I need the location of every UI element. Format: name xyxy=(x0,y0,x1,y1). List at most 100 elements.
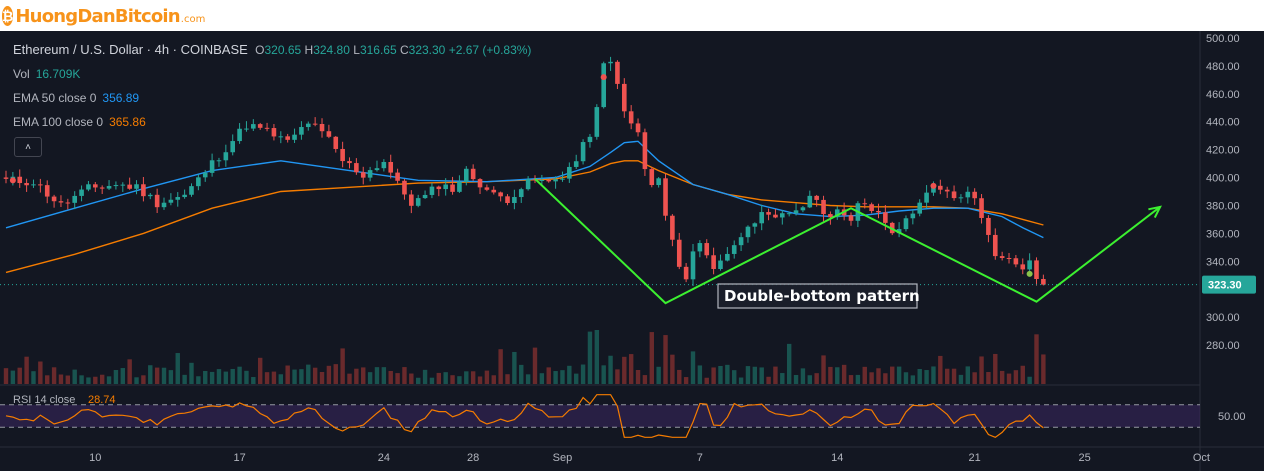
candle xyxy=(848,212,854,226)
volume-bar xyxy=(402,367,407,384)
volume-bar xyxy=(574,373,579,384)
candle xyxy=(594,104,600,140)
volume-bar xyxy=(924,370,929,384)
candle-body xyxy=(360,172,366,178)
candle xyxy=(663,173,668,221)
ema100-line xyxy=(5,160,1044,274)
candle-body xyxy=(525,179,531,190)
candle-body xyxy=(374,168,380,171)
candle-body xyxy=(938,185,943,190)
candle xyxy=(93,182,98,193)
rsi-band xyxy=(0,404,1200,428)
candle xyxy=(72,191,77,210)
time-tick-label: 7 xyxy=(697,452,703,464)
volume-bar xyxy=(979,356,984,384)
candle xyxy=(972,188,977,205)
volume-bar xyxy=(306,364,311,384)
candle xyxy=(525,176,531,191)
candle-body xyxy=(649,169,655,186)
volume-bar xyxy=(477,376,483,384)
candle-body xyxy=(340,148,345,162)
candle-body xyxy=(38,184,43,186)
low-value: 316.65 xyxy=(359,43,397,57)
pattern-label-box xyxy=(717,283,918,309)
candle-body xyxy=(752,223,758,227)
candle xyxy=(615,60,620,90)
volume-bar xyxy=(986,372,991,384)
candle-body xyxy=(305,123,311,128)
candle xyxy=(141,176,146,202)
volume-bar xyxy=(725,364,730,384)
collapse-legend-button[interactable]: ˄ xyxy=(14,137,42,157)
signal-marker xyxy=(600,74,607,81)
candle xyxy=(436,185,442,197)
time-tick-label: 24 xyxy=(378,452,390,464)
candle-body xyxy=(834,209,840,218)
candle-body xyxy=(196,177,201,187)
candle-body xyxy=(278,136,284,138)
candle-body xyxy=(422,194,428,199)
candle-body xyxy=(601,63,606,108)
volume-bar xyxy=(79,375,84,384)
volume-bar xyxy=(1006,373,1012,384)
candle xyxy=(738,232,744,251)
candle-body xyxy=(1027,260,1032,270)
time-tick-label: 17 xyxy=(233,452,245,464)
candle-body xyxy=(120,184,126,186)
time-tick-label: 10 xyxy=(89,452,101,464)
volume-bar xyxy=(869,372,874,384)
candle xyxy=(656,177,661,188)
volume-bar xyxy=(292,369,297,384)
volume-bar xyxy=(773,366,778,384)
volume-bar xyxy=(381,367,387,384)
candle-body xyxy=(1041,278,1046,285)
volume-bar xyxy=(615,369,620,384)
bitcoin-logo-icon: ₿ xyxy=(2,6,14,26)
volume-legend: Vol 16.709K xyxy=(13,67,80,81)
candle-body xyxy=(759,212,764,224)
candle-body xyxy=(127,184,132,189)
candle xyxy=(999,251,1005,261)
candle xyxy=(58,195,64,208)
candle-body xyxy=(436,186,442,190)
candle-body xyxy=(93,184,98,188)
volume-bar xyxy=(367,372,373,384)
volume-bar xyxy=(113,370,119,384)
candle xyxy=(1027,253,1032,272)
volume-bar xyxy=(189,362,194,384)
candle xyxy=(79,185,84,202)
candle xyxy=(216,157,222,167)
candle-body xyxy=(223,152,229,161)
candle-body xyxy=(594,107,600,137)
candle-body xyxy=(539,179,545,181)
candle-body xyxy=(958,197,964,199)
volume-bar xyxy=(347,373,352,384)
volume-bar xyxy=(580,364,586,384)
rsi-tick-label: 50.00 xyxy=(1218,411,1246,423)
ema100-legend: EMA 100 close 0 365.86 xyxy=(13,115,146,129)
candle-body xyxy=(209,160,215,173)
price-tick-label: 440.00 xyxy=(1206,117,1240,129)
ema100-value: 365.86 xyxy=(109,115,146,129)
candle xyxy=(305,121,311,131)
volume-bar xyxy=(525,374,531,384)
candle-body xyxy=(388,161,394,173)
candle xyxy=(443,178,448,196)
candle xyxy=(189,183,194,197)
candle xyxy=(319,118,325,138)
candle-body xyxy=(518,189,524,198)
candle-body xyxy=(44,185,50,197)
volume-bar xyxy=(835,367,840,384)
volume-bar xyxy=(642,375,648,384)
volume-bar xyxy=(99,374,105,384)
volume-bar xyxy=(24,356,29,384)
last-price-label: 323.30 xyxy=(1208,280,1242,292)
volume-bar xyxy=(450,375,455,384)
candle xyxy=(44,180,50,204)
candle xyxy=(326,124,332,139)
candle xyxy=(718,254,723,271)
volume-bar xyxy=(670,354,675,384)
candle-body xyxy=(553,179,558,182)
rsi-legend-value: 28.74 xyxy=(88,394,116,406)
